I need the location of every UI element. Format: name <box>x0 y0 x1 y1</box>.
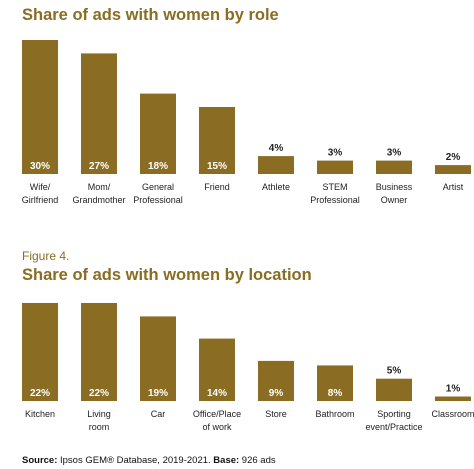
location-category-label-classroom: Classroom <box>431 409 474 419</box>
role-category-label-athlete: Athlete <box>262 182 290 192</box>
role-value-label-artist: 2% <box>446 152 461 163</box>
chart-title-role: Share of ads with women by role <box>22 6 279 24</box>
location-value-label-office-place-of-work: 14% <box>207 388 227 399</box>
location-bar-car <box>140 316 176 401</box>
location-value-label-sporting-event-practice: 5% <box>387 366 402 377</box>
location-value-label-living-room: 22% <box>89 388 109 399</box>
location-category-label-sporting-event-practice: Sporting event/Practice <box>365 409 422 432</box>
role-category-label-general-professional: General Professional <box>133 182 183 205</box>
role-category-label-mom-grandmother: Mom/Grandmother <box>72 182 125 205</box>
role-category-label-friend: Friend <box>204 182 230 192</box>
location-value-label-classroom: 1% <box>446 384 461 395</box>
role-category-label-artist: Artist <box>443 182 464 192</box>
base-text: 926 ads <box>239 455 276 466</box>
location-value-label-bathroom: 8% <box>328 388 343 399</box>
role-value-label-mom-grandmother: 27% <box>89 161 109 172</box>
location-value-label-kitchen: 22% <box>30 388 50 399</box>
location-bar-office-place-of-work <box>199 338 235 401</box>
role-value-label-stem-professional: 3% <box>328 148 343 159</box>
location-value-label-store: 9% <box>269 388 284 399</box>
location-category-label-kitchen: Kitchen <box>25 409 55 419</box>
bar-chart-role: 30% Wife/Girlfriend 27% Mom/Grandmother 18% G… <box>22 40 471 205</box>
location-category-label-car: Car <box>151 409 166 419</box>
location-category-label-bathroom: Bathroom <box>315 409 354 419</box>
source-text: Ipsos GEM® Database, 2019-2021. <box>57 455 211 466</box>
source-note: Source: Ipsos GEM® Database, 2019-2021. … <box>22 455 276 466</box>
role-value-label-friend: 15% <box>207 161 227 172</box>
location-bar-sporting-event-practice <box>376 378 412 401</box>
location-bar-living-room <box>81 303 117 401</box>
role-value-label-general-professional: 18% <box>148 161 168 172</box>
role-category-label-wife-girlfriend: Wife/Girlfriend <box>22 182 59 205</box>
location-bar-kitchen <box>22 303 58 401</box>
location-bar-bathroom <box>317 365 353 401</box>
role-category-label-business-owner: Business Owner <box>376 182 413 205</box>
location-bar-classroom <box>435 396 471 401</box>
location-category-label-store: Store <box>265 409 287 419</box>
role-bar-stem-professional <box>317 160 353 174</box>
role-value-label-wife-girlfriend: 30% <box>30 161 50 172</box>
role-bar-artist <box>435 165 471 174</box>
base-label: Base: <box>213 455 240 466</box>
chart-title-location: Share of ads with women by location <box>22 266 312 284</box>
figure-label: Figure 4. <box>22 249 70 263</box>
location-category-label-office-place-of-work: Office/Place of work <box>193 409 241 432</box>
role-value-label-athlete: 4% <box>269 143 284 154</box>
role-bar-business-owner <box>376 160 412 174</box>
role-bar-friend <box>199 107 235 174</box>
location-category-label-living-room: Living room <box>87 409 111 432</box>
role-bar-general-professional <box>140 93 176 174</box>
location-value-label-car: 19% <box>148 388 168 399</box>
role-bar-mom-grandmother <box>81 53 117 174</box>
role-bar-athlete <box>258 156 294 174</box>
bar-chart-location: 22% Kitchen 22% Living room 19% Car 14% Office/P… <box>22 303 474 432</box>
location-bar-store <box>258 360 294 401</box>
role-category-label-stem-professional: STEM Professional <box>310 182 360 205</box>
source-label: Source: <box>22 455 58 466</box>
role-bar-wife-girlfriend <box>22 40 58 174</box>
role-value-label-business-owner: 3% <box>387 148 402 159</box>
